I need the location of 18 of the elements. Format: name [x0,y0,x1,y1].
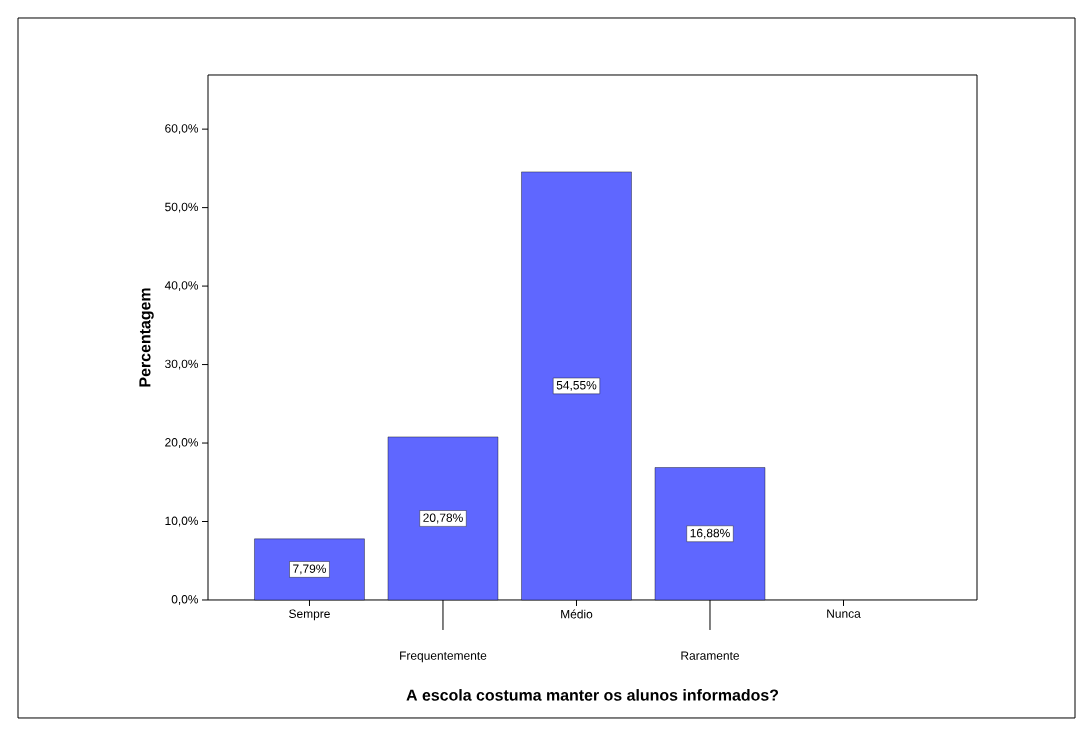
y-tick-label: 50,0% [165,202,199,213]
data-label: 20,78% [423,513,463,524]
y-axis-title: Percentagem [139,288,154,387]
y-tick-label: 40,0% [164,281,199,292]
x-tick-label: Raramente [681,651,740,660]
y-tick-label: 10,0% [165,516,199,527]
x-tick-label: Sempre [289,609,330,621]
y-tick-label: 30,0% [165,359,199,370]
x-tick-label: Médio [561,609,593,619]
data-label: 7,79% [293,564,326,575]
y-tick-label: 60,0% [165,124,199,135]
data-label: 54,55% [556,381,597,391]
x-tick-label: Nunca [827,609,861,618]
y-tick-label: 20,0% [165,438,199,448]
data-label: 16,88% [690,528,730,539]
x-tick-label: Frequentemente [400,651,487,663]
x-axis-title: A escola costuma manter os alunos informados? [406,689,779,701]
y-tick-label: 0,0% [171,595,199,605]
